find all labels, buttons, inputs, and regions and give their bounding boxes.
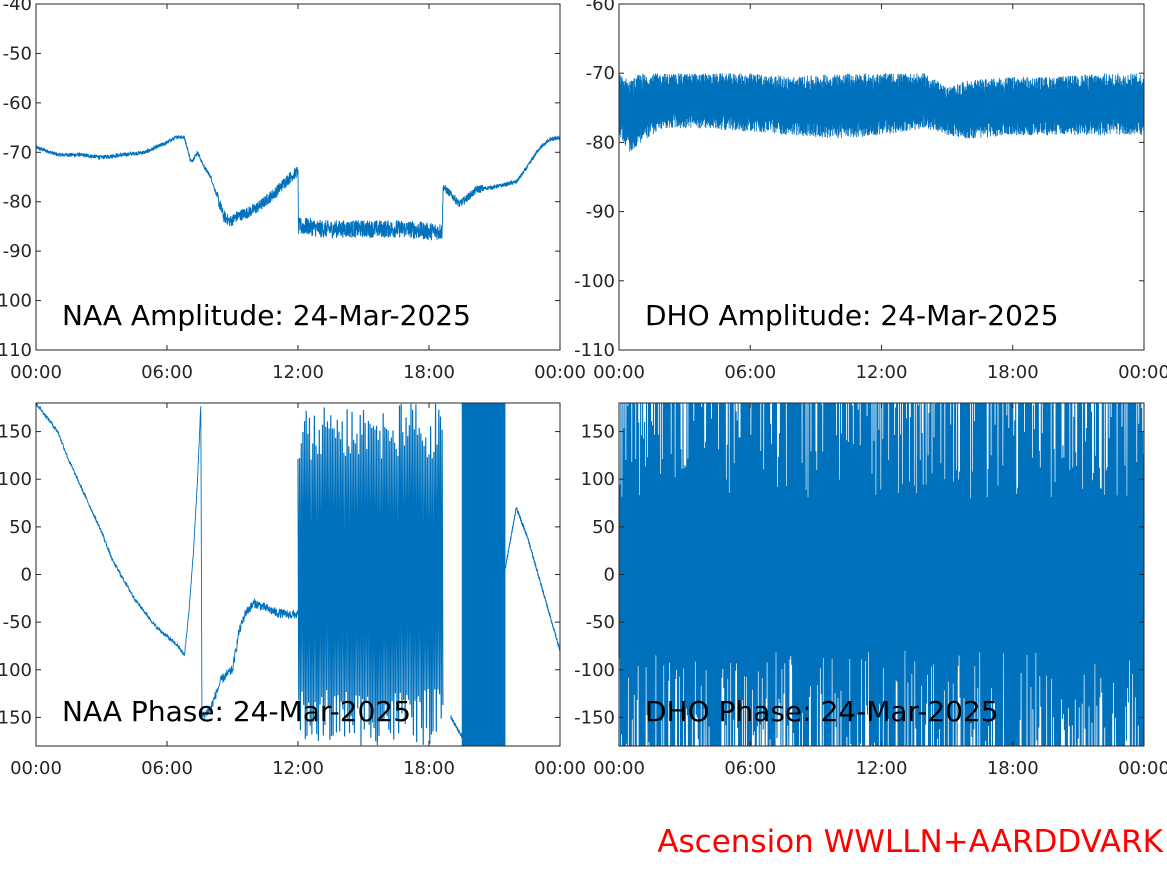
- y-tick-label: 100: [0, 469, 32, 490]
- y-tick-label: -90: [3, 241, 32, 262]
- y-tick-label: -150: [574, 707, 615, 728]
- naa-phase-data: [36, 403, 560, 746]
- y-tick-label: -70: [586, 63, 615, 84]
- naa-phase-wrap-1: [297, 403, 444, 746]
- x-tick-label: 06:00: [724, 362, 776, 383]
- y-tick-label: -80: [3, 192, 32, 213]
- x-tick-label: 18:00: [987, 758, 1039, 779]
- x-tick-label: 12:00: [856, 758, 908, 779]
- y-tick-label: 150: [0, 422, 32, 443]
- y-tick-label: -110: [574, 340, 615, 361]
- x-tick-label: 06:00: [141, 758, 193, 779]
- dho-amplitude-data: [619, 73, 1144, 152]
- y-tick-label: -90: [586, 202, 615, 223]
- y-tick-label: -60: [3, 93, 32, 114]
- dho-phase-panel: 150 100 50 0 -50 -100 -150 00:00 06:00 12:00 18:00…: [574, 402, 1167, 779]
- y-tick-label: 0: [604, 565, 615, 586]
- naa-amplitude-title: NAA Amplitude: 24-Mar-2025: [62, 299, 471, 332]
- x-tick-label: 18:00: [403, 758, 455, 779]
- dho-amplitude-title: DHO Amplitude: 24-Mar-2025: [645, 299, 1059, 332]
- station-label: Ascension WWLLN+AARDDVARK: [657, 824, 1163, 860]
- y-tick-label: -100: [0, 660, 32, 681]
- x-tick-label: 00:00: [534, 758, 586, 779]
- x-tick-label: 00:00: [1118, 758, 1167, 779]
- y-tick-label: -80: [586, 132, 615, 153]
- x-tick-label: 12:00: [856, 362, 908, 383]
- x-tick-label: 00:00: [593, 362, 645, 383]
- dho-phase-title: DHO Phase: 24-Mar-2025: [645, 695, 999, 728]
- naa-amplitude-line: [36, 134, 560, 241]
- y-tick-label: 150: [581, 422, 615, 443]
- naa-phase-line-1: [36, 403, 299, 719]
- x-tick-label: 18:00: [403, 362, 455, 383]
- y-tick-label: -100: [574, 271, 615, 292]
- y-tick-label: 0: [21, 565, 32, 586]
- naa-amplitude-data: [36, 134, 560, 241]
- x-tick-label: 12:00: [272, 758, 324, 779]
- y-tick-label: -50: [586, 612, 615, 633]
- x-tick-label: 06:00: [141, 362, 193, 383]
- naa-phase-title: NAA Phase: 24-Mar-2025: [62, 695, 411, 728]
- x-tick-label: 00:00: [593, 758, 645, 779]
- dho-amplitude-line: [619, 73, 1144, 152]
- y-tick-label: -50: [3, 43, 32, 64]
- y-tick-label: -150: [0, 707, 32, 728]
- x-tick-label: 00:00: [534, 362, 586, 383]
- y-tick-label: 100: [581, 469, 615, 490]
- x-tick-label: 00:00: [1118, 362, 1167, 383]
- y-tick-label: -40: [3, 0, 32, 15]
- x-tick-label: 00:00: [10, 758, 62, 779]
- y-tick-label: -110: [0, 340, 32, 361]
- y-tick-label: -70: [3, 142, 32, 163]
- y-tick-label: -50: [3, 612, 32, 633]
- naa-phase-wrap-2: [461, 403, 506, 746]
- x-tick-label: 18:00: [987, 362, 1039, 383]
- dho-phase-data: [619, 403, 1144, 746]
- y-tick-label: -100: [574, 660, 615, 681]
- y-tick-label: 50: [9, 517, 32, 538]
- naa-amplitude-panel: -40-50-60-70-80-90-100-11000:0006:0012:0…: [0, 0, 586, 383]
- x-tick-label: 00:00: [10, 362, 62, 383]
- dho-phase-line: [619, 403, 1144, 746]
- y-tick-label: 50: [592, 517, 615, 538]
- y-tick-label: -100: [0, 291, 32, 312]
- naa-phase-panel: 150 100 50 0 -50 -100 -150 00:00 06:00 12:00 18:00…: [0, 402, 586, 779]
- y-tick-label: -60: [586, 0, 615, 15]
- x-tick-label: 12:00: [272, 362, 324, 383]
- x-tick-label: 06:00: [724, 758, 776, 779]
